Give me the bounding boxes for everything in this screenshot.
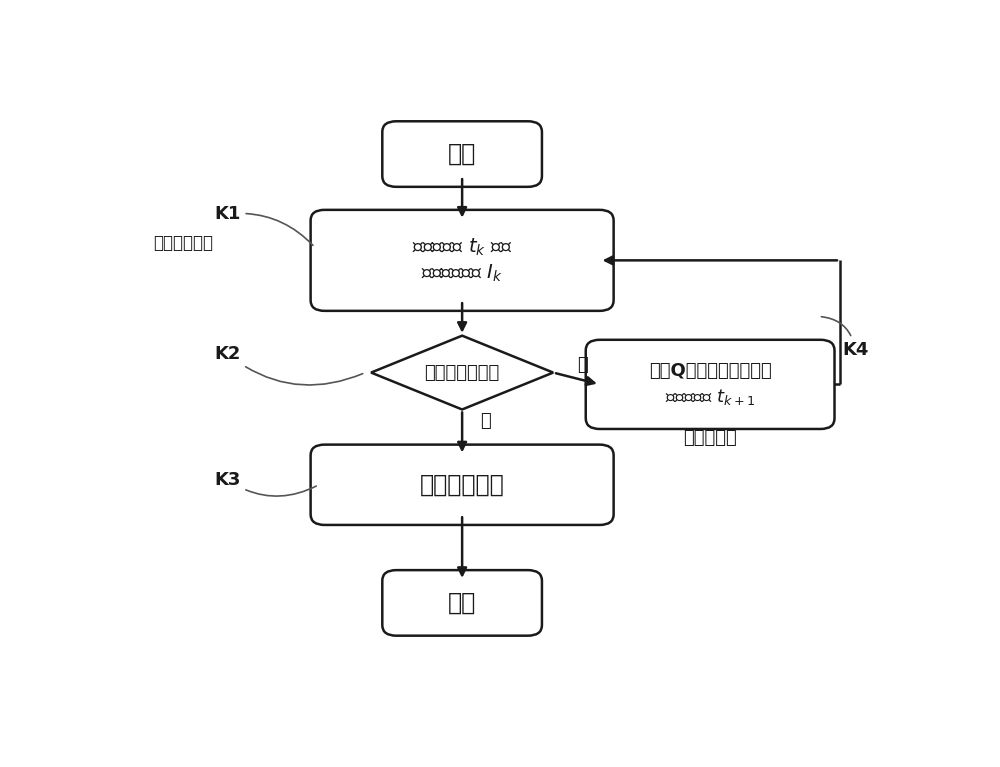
Text: 采集序列图像 $I_k$: 采集序列图像 $I_k$ [421,263,503,284]
Text: K3: K3 [214,471,316,496]
Text: 开始: 开始 [448,142,476,166]
Polygon shape [371,336,553,410]
Text: 计算曝光值 $t_{k+1}$: 计算曝光值 $t_{k+1}$ [665,387,755,407]
FancyBboxPatch shape [586,340,835,429]
FancyBboxPatch shape [311,445,614,525]
FancyBboxPatch shape [311,210,614,311]
Text: 曝光值求解: 曝光值求解 [683,429,737,446]
Text: 图像质量合格？: 图像质量合格？ [424,364,500,381]
Text: K4: K4 [821,317,868,359]
Text: 结束: 结束 [448,591,476,615]
Text: 图像采集模块: 图像采集模块 [153,234,213,252]
Text: 在曝光值为 $t_k$ 时，: 在曝光值为 $t_k$ 时， [412,237,513,258]
FancyBboxPatch shape [382,570,542,636]
Text: 否: 否 [577,356,588,374]
FancyBboxPatch shape [382,121,542,187]
Text: K1: K1 [214,205,313,245]
Text: 三维点云重构: 三维点云重构 [420,472,505,497]
Text: 通过Q值的最大化求解，: 通过Q值的最大化求解， [649,362,772,380]
Text: 是: 是 [480,412,491,430]
Text: K2: K2 [214,345,363,385]
